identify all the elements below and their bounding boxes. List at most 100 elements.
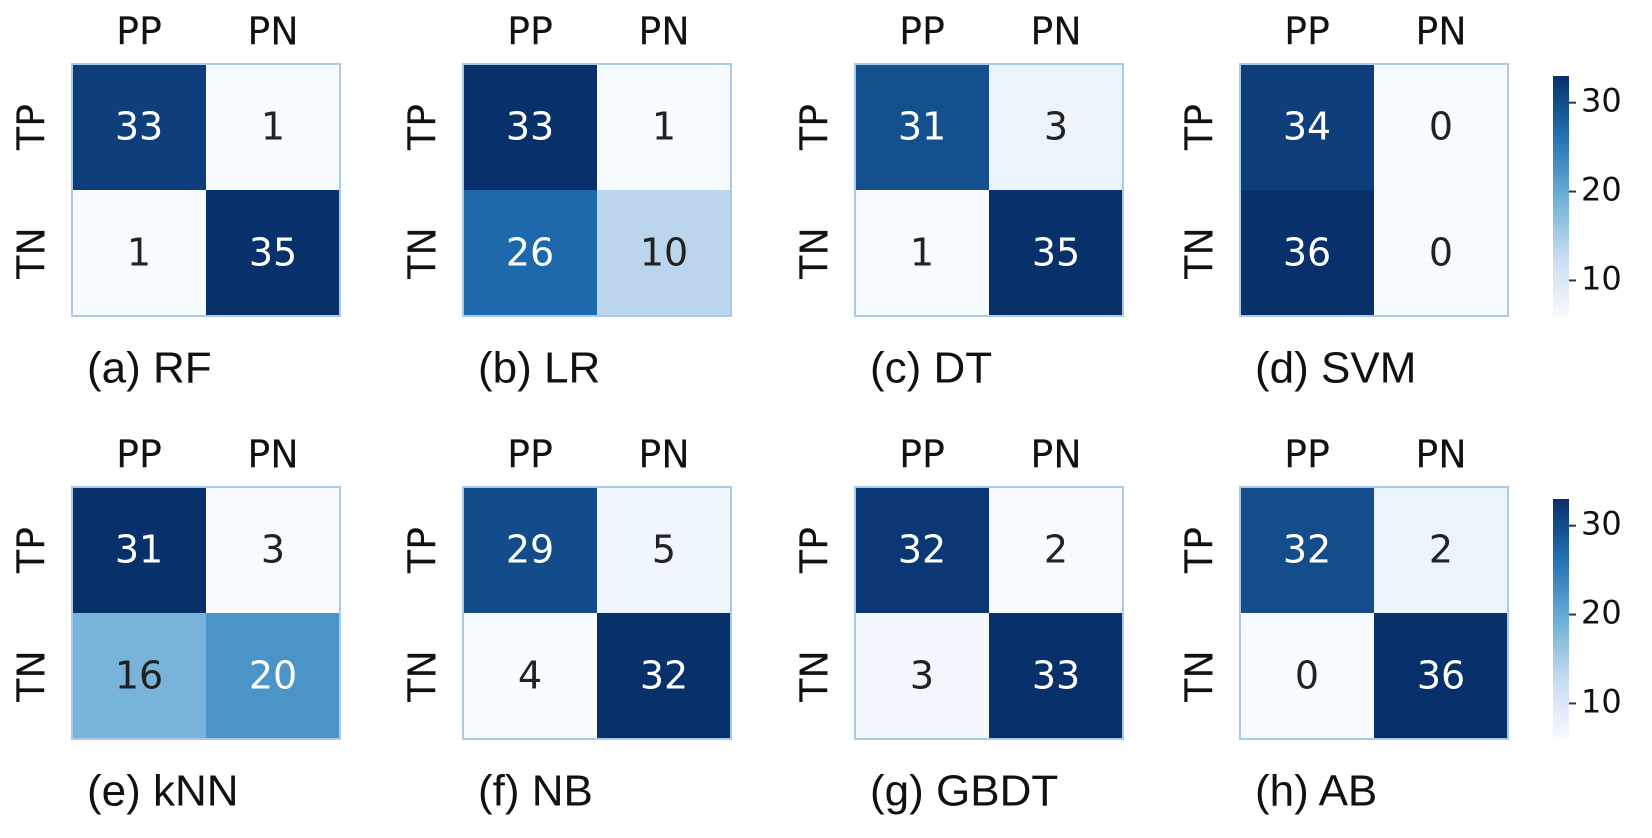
colorbar-tick-label: 10 (1581, 259, 1622, 297)
cell-label: 1 (261, 105, 285, 149)
heatmap-frame (462, 486, 732, 740)
heatmap-frame (1239, 63, 1509, 317)
heatmap-cell (463, 64, 597, 190)
cell-label: 34 (1283, 105, 1331, 149)
cell-label: 33 (1032, 654, 1080, 698)
colorbar-tick-label: 20 (1581, 594, 1622, 632)
x-tick-label: PN (1415, 10, 1466, 54)
heatmap-cell (989, 613, 1123, 739)
heatmap-cell (1374, 613, 1508, 739)
heatmap-cell (989, 487, 1123, 613)
y-tick-label: TP (401, 104, 445, 151)
x-tick-label: PP (507, 10, 553, 54)
y-tick-label: TP (1178, 104, 1222, 151)
heatmap-cell (1374, 190, 1508, 316)
y-tick-label: TN (1178, 650, 1222, 703)
colorbar-tick-label: 20 (1581, 171, 1622, 209)
heatmap-cell (72, 64, 206, 190)
heatmap-cell (989, 190, 1123, 316)
heatmap-frame (462, 63, 732, 317)
cell-label: 0 (1295, 654, 1319, 698)
cell-label: 29 (506, 528, 554, 572)
heatmap-cell (206, 487, 340, 613)
colorbar (1553, 76, 1569, 316)
heatmap-cell (72, 487, 206, 613)
heatmap-cell (1374, 64, 1508, 190)
heatmap-cell (597, 190, 731, 316)
heatmap-frame (1239, 486, 1509, 740)
heatmap-cell (72, 613, 206, 739)
cell-label: 35 (249, 231, 297, 275)
cell-label: 2 (1044, 528, 1068, 572)
y-tick-label: TP (10, 527, 54, 574)
subplot-title: (h) AB (1255, 767, 1377, 816)
heatmap-frame (854, 63, 1124, 317)
heatmap-cell (463, 487, 597, 613)
heatmap-cell (1374, 487, 1508, 613)
x-tick-label: PP (116, 10, 162, 54)
x-tick-label: PP (899, 10, 945, 54)
cell-label: 10 (640, 231, 688, 275)
cell-label: 16 (115, 654, 163, 698)
colorbar-tick-label: 30 (1581, 505, 1622, 543)
cell-label: 31 (898, 105, 946, 149)
heatmap-frame (71, 63, 341, 317)
cell-label: 0 (1429, 105, 1453, 149)
heatmap-cell (463, 190, 597, 316)
heatmap-cell (1240, 64, 1374, 190)
y-tick-label: TN (401, 227, 445, 280)
subplot-title: (d) SVM (1255, 344, 1416, 393)
cell-label: 1 (910, 231, 934, 275)
colorbar-tick-label: 30 (1581, 82, 1622, 120)
heatmap-cell (597, 487, 731, 613)
cell-label: 3 (261, 528, 285, 572)
cell-label: 32 (898, 528, 946, 572)
y-tick-label: TP (401, 527, 445, 574)
cell-label: 36 (1283, 231, 1331, 275)
subplot-title: (b) LR (478, 344, 600, 393)
x-tick-label: PN (247, 433, 298, 477)
cell-label: 26 (506, 231, 554, 275)
colorbar-tick-label: 10 (1581, 682, 1622, 720)
cell-label: 33 (115, 105, 163, 149)
heatmap-cell (597, 613, 731, 739)
cell-label: 4 (518, 654, 542, 698)
y-tick-label: TN (10, 650, 54, 703)
y-tick-label: TP (793, 104, 837, 151)
subplot-title: (a) RF (87, 344, 212, 393)
cell-label: 36 (1417, 654, 1465, 698)
cell-label: 0 (1429, 231, 1453, 275)
x-tick-label: PN (1030, 10, 1081, 54)
subplot-title: (e) kNN (87, 767, 239, 816)
cell-label: 31 (115, 528, 163, 572)
heatmap-cell (855, 613, 989, 739)
cell-label: 20 (249, 654, 297, 698)
heatmap-cell (989, 64, 1123, 190)
y-tick-label: TN (793, 650, 837, 703)
heatmap-frame (854, 486, 1124, 740)
heatmap-cell (463, 613, 597, 739)
heatmap-cell (206, 613, 340, 739)
y-tick-label: TP (793, 527, 837, 574)
x-tick-label: PP (116, 433, 162, 477)
x-tick-label: PN (247, 10, 298, 54)
y-tick-label: TN (793, 227, 837, 280)
subplot-title: (f) NB (478, 767, 593, 816)
cell-label: 2 (1429, 528, 1453, 572)
x-tick-label: PN (1415, 433, 1466, 477)
y-tick-label: TP (10, 104, 54, 151)
heatmap-cell (1240, 613, 1374, 739)
heatmap-cell (72, 190, 206, 316)
x-tick-label: PP (1284, 10, 1330, 54)
cell-label: 32 (1283, 528, 1331, 572)
x-tick-label: PN (1030, 433, 1081, 477)
heatmap-cell (855, 487, 989, 613)
y-tick-label: TN (401, 650, 445, 703)
y-tick-label: TN (10, 227, 54, 280)
heatmap-cell (597, 64, 731, 190)
heatmap-cell (855, 190, 989, 316)
x-tick-label: PP (1284, 433, 1330, 477)
cell-label: 3 (1044, 105, 1068, 149)
